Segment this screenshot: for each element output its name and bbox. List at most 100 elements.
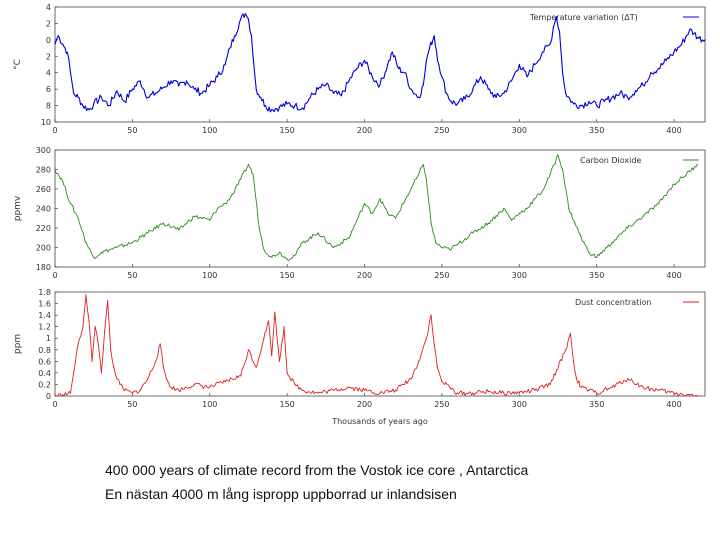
temperature-data-point bbox=[264, 105, 267, 107]
dust-data-point bbox=[696, 395, 698, 397]
dust-data-point bbox=[565, 349, 567, 351]
temperature-data-point bbox=[555, 16, 558, 18]
temperature-data-point bbox=[558, 31, 561, 33]
co2-data-point bbox=[371, 212, 373, 214]
dust-ytick-label: 1.2 bbox=[38, 323, 51, 332]
temperature-ytick-label: 4 bbox=[46, 69, 51, 78]
co2-data-point bbox=[418, 173, 420, 175]
dust-xtick-label: 400 bbox=[666, 400, 681, 409]
temperature-legend-label: Temperature variation (ΔT) bbox=[529, 13, 638, 22]
temperature-data-point bbox=[688, 29, 691, 31]
temperature-ytick-label: 0 bbox=[46, 36, 51, 45]
co2-data-point bbox=[503, 207, 505, 210]
temperature-data-point bbox=[580, 105, 582, 107]
temperature-data-point bbox=[247, 18, 250, 20]
co2-data-point bbox=[302, 242, 304, 244]
dust-xtick-label: 300 bbox=[512, 400, 527, 409]
dust-data-point bbox=[569, 333, 572, 335]
caption-swedish: En nästan 4000 m lång ispropp uppborrad … bbox=[105, 486, 457, 502]
co2-xtick-label: 350 bbox=[589, 271, 604, 280]
dust-data-point bbox=[688, 394, 691, 396]
dust-data-point bbox=[575, 378, 578, 380]
temperature-data-point bbox=[658, 68, 660, 70]
dust-ytick-label: 0.4 bbox=[38, 369, 51, 378]
co2-data-point bbox=[611, 242, 613, 244]
temperature-xtick-label: 200 bbox=[357, 126, 372, 135]
co2-data-point bbox=[402, 203, 404, 205]
dust-data-point bbox=[596, 392, 598, 394]
dust-data-point bbox=[588, 389, 590, 391]
co2-data-point bbox=[673, 183, 675, 185]
dust-data-point bbox=[193, 383, 195, 385]
temperature-data-point bbox=[216, 76, 219, 78]
co2-data-point bbox=[441, 246, 443, 249]
temperature-data-point bbox=[363, 59, 366, 62]
temperature-data-point bbox=[348, 80, 350, 82]
dust-xtick-label: 200 bbox=[357, 400, 372, 409]
co2-data-point bbox=[379, 198, 381, 200]
temperature-xtick-label: 300 bbox=[512, 126, 527, 135]
dust-data-point bbox=[418, 360, 420, 362]
dust-ytick-label: 0.8 bbox=[38, 346, 51, 355]
temperature-data-point bbox=[309, 96, 311, 98]
dust-data-point bbox=[348, 386, 350, 388]
temperature-ytick-label: 10 bbox=[41, 118, 51, 127]
dust-data-point bbox=[119, 383, 121, 385]
temperature-data-point bbox=[185, 80, 188, 82]
temperature-frame bbox=[54, 6, 706, 123]
co2-data-point bbox=[422, 164, 424, 166]
temperature-ytick-label: 4 bbox=[46, 3, 51, 12]
temperature-data-point bbox=[450, 100, 452, 103]
dust-data-point bbox=[107, 300, 109, 302]
dust-xtick-label: 350 bbox=[589, 400, 604, 409]
temperature-data-point bbox=[317, 88, 319, 90]
dust-frame bbox=[54, 291, 706, 397]
co2-xtick-label: 100 bbox=[202, 271, 217, 280]
co2-data-point bbox=[131, 242, 133, 244]
co2-data-point bbox=[85, 242, 87, 244]
caption-english: 400 000 years of climate record from the… bbox=[105, 462, 529, 478]
co2-data-point bbox=[430, 222, 432, 224]
dust-panel: 0 0.2 0.4 0.6 0.8 1 1.2 1.4 1.6 1.8 0 50 100 150 200 25… bbox=[13, 288, 706, 409]
temperature-data-point bbox=[518, 63, 520, 66]
co2-xtick-label: 300 bbox=[512, 271, 527, 280]
temperature-data-point bbox=[704, 39, 706, 41]
temperature-data-point bbox=[572, 103, 575, 105]
dust-data-point bbox=[441, 381, 443, 383]
temperature-data-point bbox=[88, 109, 90, 111]
dust-data-point bbox=[94, 326, 96, 328]
temperature-data-point bbox=[619, 92, 621, 94]
dust-data-point bbox=[162, 366, 164, 368]
co2-data-point bbox=[116, 246, 118, 249]
temperature-data-point bbox=[487, 88, 489, 90]
dust-data-point bbox=[69, 392, 72, 394]
temperature-xtick-label: 400 bbox=[666, 126, 681, 135]
dust-data-point bbox=[394, 389, 397, 391]
co2-data-point bbox=[348, 237, 350, 239]
temperature-data-point bbox=[681, 43, 683, 45]
dust-data-point bbox=[124, 389, 126, 391]
co2-ytick-label: 300 bbox=[36, 146, 51, 155]
dust-data-point bbox=[224, 381, 226, 383]
temperature-xtick-label: 50 bbox=[127, 126, 137, 135]
co2-data-point bbox=[580, 237, 582, 239]
temperature-data-point bbox=[503, 92, 505, 94]
co2-data-point bbox=[271, 256, 273, 258]
temperature-ytick-label: 8 bbox=[46, 102, 51, 111]
temperature-series-line bbox=[54, 13, 706, 113]
temperature-xtick-label: 350 bbox=[589, 126, 604, 135]
temperature-data-point bbox=[603, 100, 606, 103]
co2-data-point bbox=[541, 190, 544, 192]
temperature-xtick-label: 0 bbox=[52, 126, 57, 135]
co2-series-line bbox=[54, 154, 698, 261]
co2-xtick-label: 50 bbox=[127, 271, 137, 280]
temperature-data-point bbox=[77, 96, 79, 98]
temperature-data-point bbox=[379, 84, 381, 86]
temperature-data-point bbox=[391, 51, 393, 53]
x-axis-label: Thousands of years ago bbox=[331, 417, 428, 426]
co2-data-point bbox=[627, 227, 629, 229]
dust-data-point bbox=[77, 343, 79, 345]
dust-data-point bbox=[113, 366, 115, 368]
temperature-data-point bbox=[54, 43, 56, 45]
